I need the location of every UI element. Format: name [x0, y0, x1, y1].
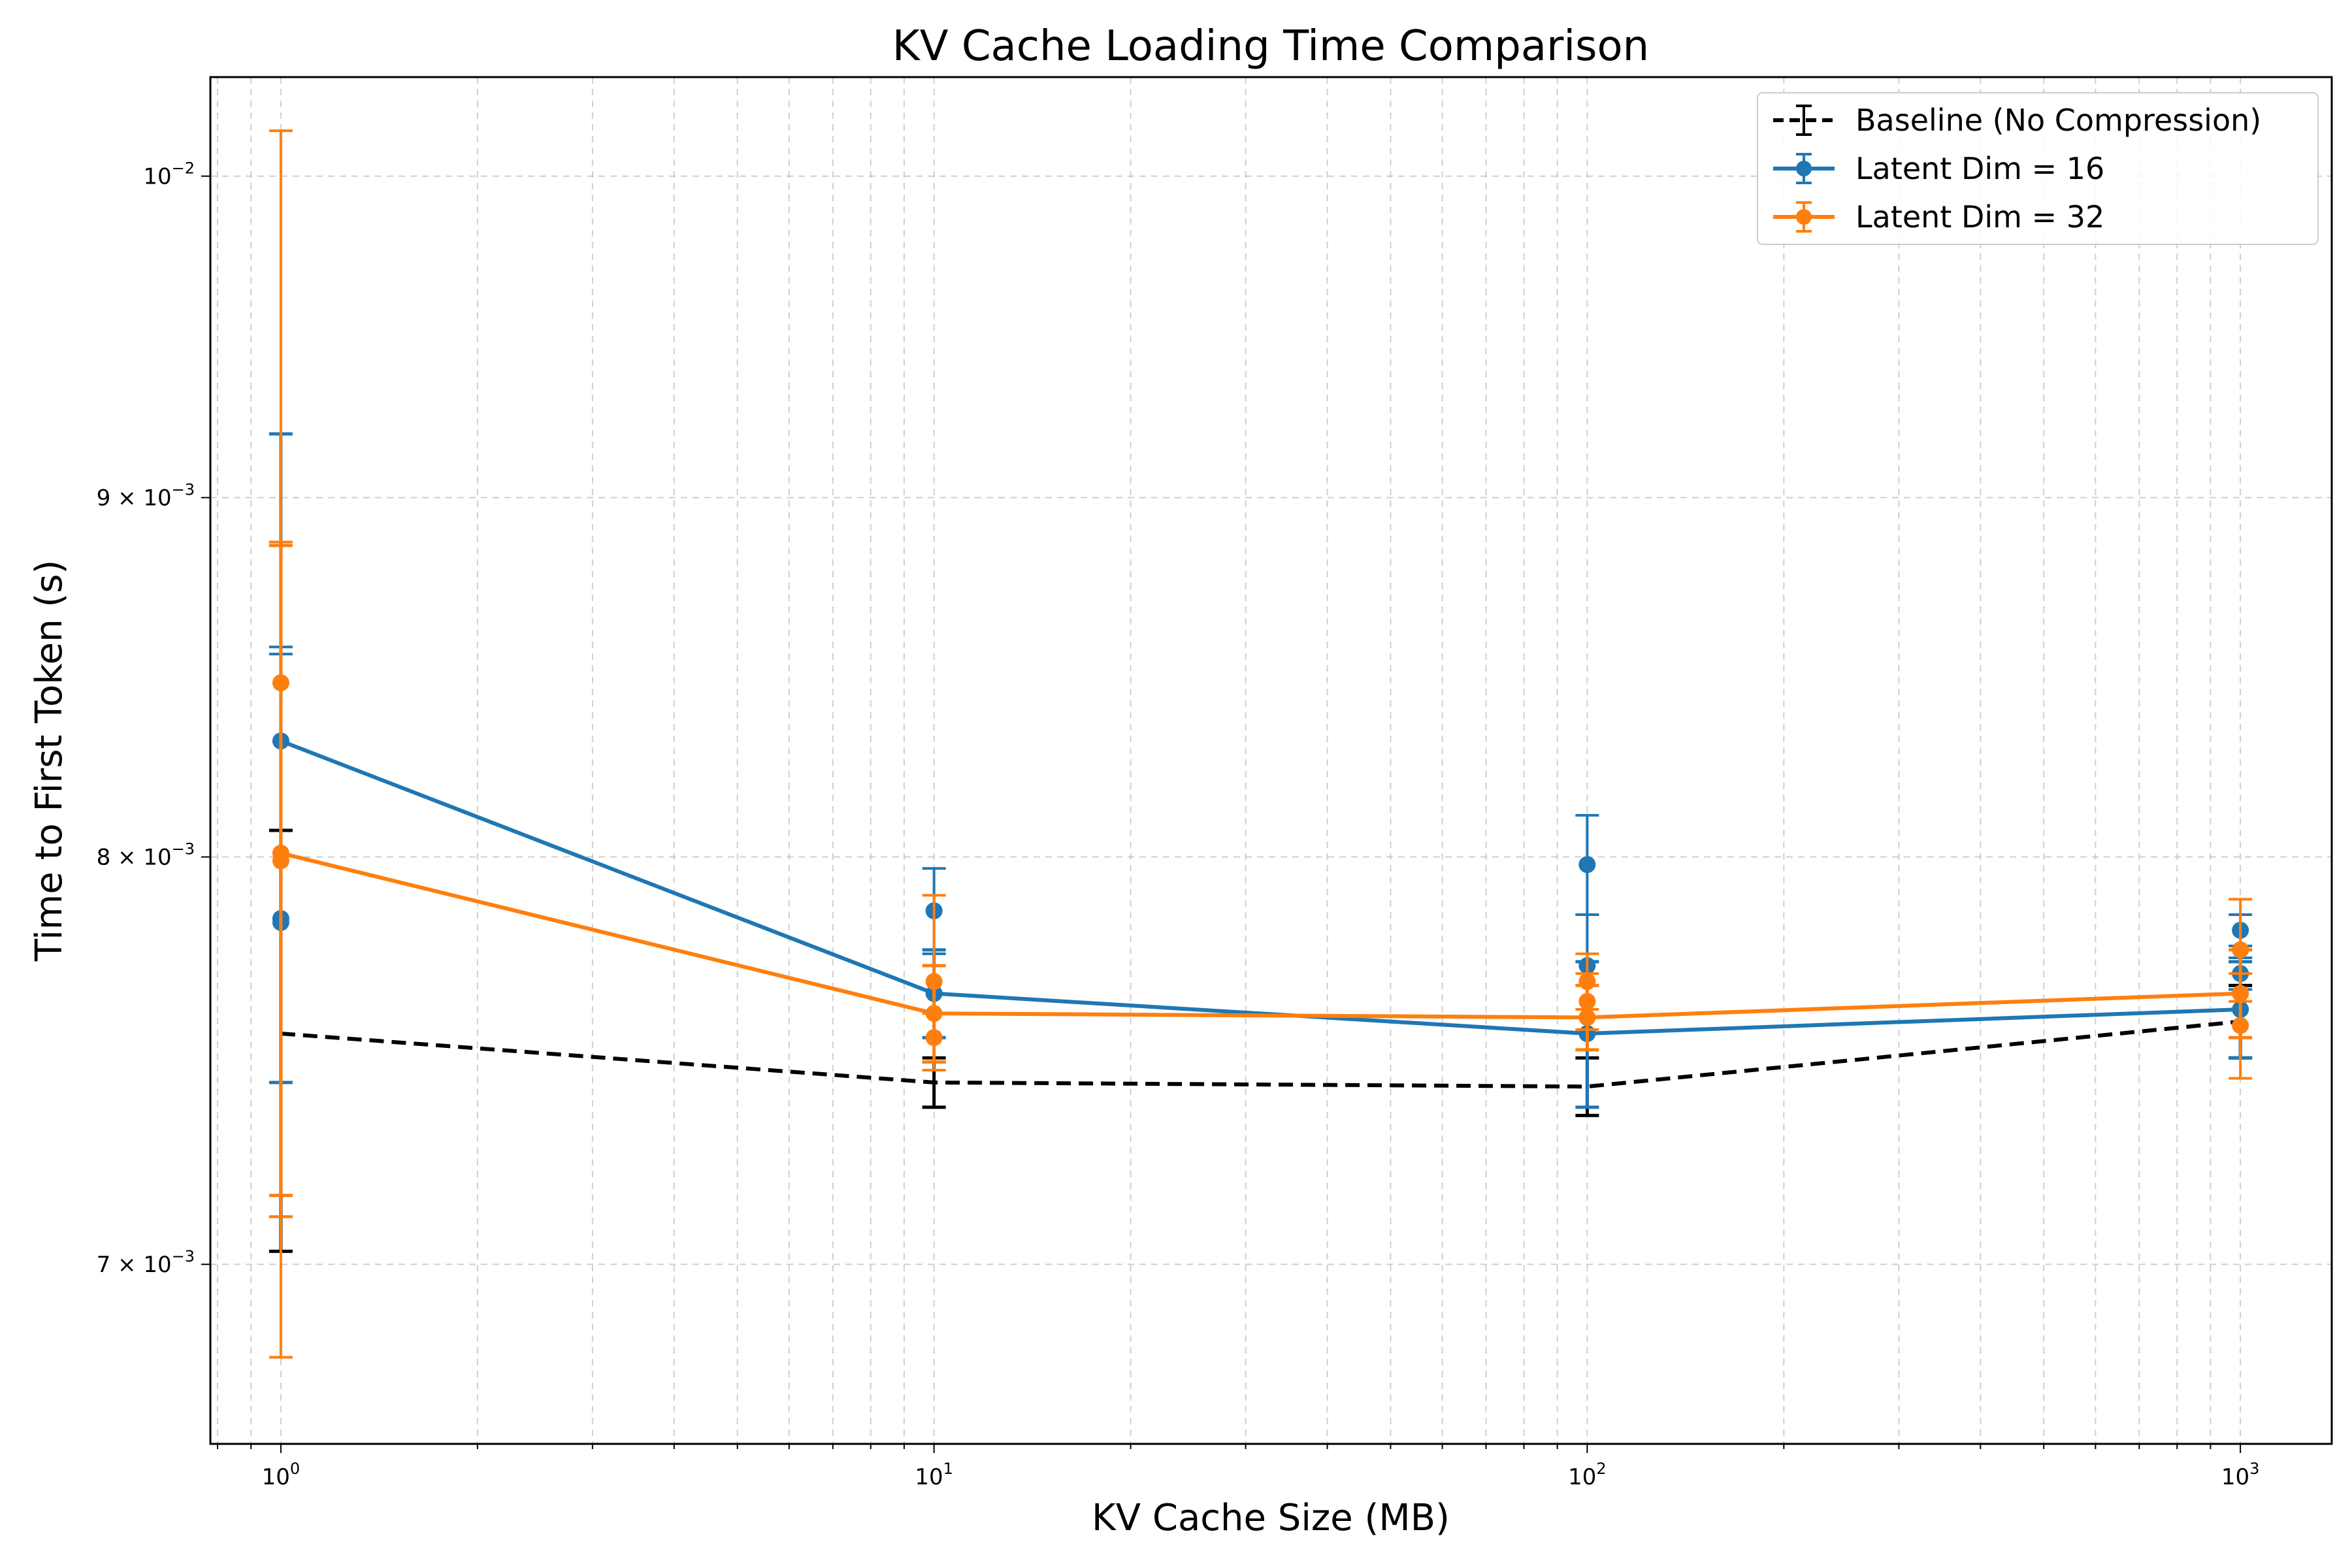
- legend-swatch-marker: [1796, 209, 1812, 225]
- data-point: [2232, 985, 2249, 1002]
- series-line: [280, 1019, 2241, 1089]
- series-2: [269, 129, 2253, 1359]
- series-layer: [269, 129, 2253, 1359]
- y-tick-label: 10−2: [143, 159, 195, 190]
- plot-frame: [209, 76, 2333, 1445]
- data-point: [272, 844, 289, 862]
- y-axis-label: Time to First Token (s): [28, 560, 71, 962]
- y-tick-label: 9 × 10−3: [97, 481, 195, 512]
- data-point: [1578, 1009, 1596, 1026]
- legend-box: [1757, 92, 2319, 245]
- x-tick-label: 101: [915, 1460, 953, 1490]
- x-tick-label: 103: [2221, 1460, 2260, 1490]
- grid: [210, 77, 2332, 1444]
- x-tick-label: 100: [262, 1460, 301, 1490]
- chart-title: KV Cache Loading Time Comparison: [892, 22, 1649, 71]
- data-point: [925, 1005, 943, 1022]
- legend-label: Baseline (No Compression): [1855, 103, 2261, 138]
- legend: Baseline (No Compression) Latent Dim = 16…: [1757, 92, 2319, 245]
- y-tick-label: 7 × 10−3: [97, 1247, 195, 1278]
- legend-label: Latent Dim = 32: [1855, 199, 2104, 235]
- legend-swatch-marker: [1796, 161, 1812, 176]
- x-axis-label: KV Cache Size (MB): [1092, 1497, 1450, 1539]
- data-point: [1578, 856, 1596, 874]
- y-tick-label: 8 × 10−3: [97, 840, 195, 871]
- ticks: 100 101 102 103 7 × 10−3 8 × 10−3 9 × 10−3 10−2: [97, 159, 2260, 1490]
- series-line: [280, 851, 2241, 1020]
- legend-label: Latent Dim = 16: [1855, 151, 2104, 186]
- x-tick-label: 102: [1568, 1460, 1607, 1490]
